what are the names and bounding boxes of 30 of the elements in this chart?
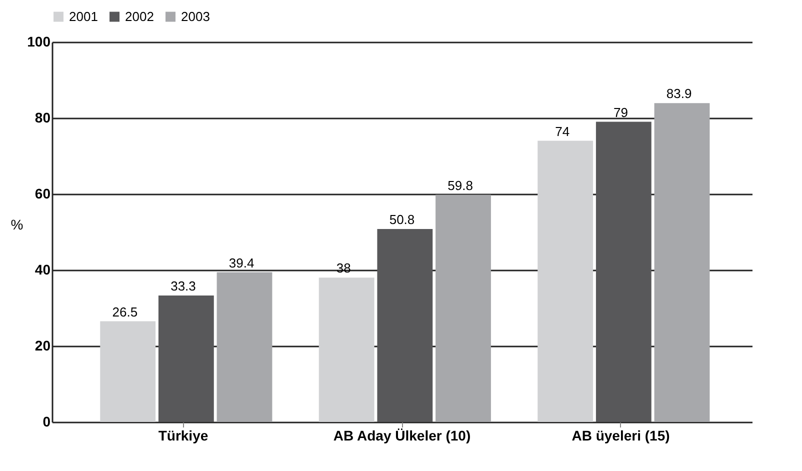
y-tick-label: 0 [42, 414, 51, 430]
data-label: 79 [614, 104, 628, 120]
y-tick-label: 40 [34, 262, 51, 278]
bar [538, 140, 594, 422]
bar [377, 228, 433, 422]
bar [654, 103, 710, 422]
bar [318, 278, 374, 422]
x-tick-label: Türkiye [158, 428, 208, 444]
y-axis-title: % [10, 216, 24, 232]
bar [158, 295, 214, 422]
y-tick-label: 80 [34, 110, 51, 126]
data-label: 83.9 [666, 86, 692, 102]
legend-label: 2003 [181, 8, 210, 24]
y-tick-label: 60 [34, 186, 51, 202]
y-tick-label: 20 [34, 338, 51, 354]
legend-label: 2002 [125, 8, 154, 24]
data-label: 74 [555, 124, 570, 139]
data-label: 33.3 [170, 278, 196, 294]
data-label: 50.8 [389, 212, 415, 227]
bar [100, 321, 156, 422]
data-label: 39.4 [228, 255, 254, 270]
bar [436, 194, 491, 422]
y-tick-label: 100 [27, 34, 51, 50]
data-label: 59.8 [448, 178, 473, 193]
bar [596, 122, 652, 422]
legend-label: 2001 [69, 8, 98, 24]
x-tick-label: AB üyeleri (15) [572, 428, 670, 444]
bar [216, 272, 272, 422]
x-tick-label: AB Aday Ülkeler (10) [333, 428, 471, 444]
data-label: 26.5 [112, 304, 138, 320]
